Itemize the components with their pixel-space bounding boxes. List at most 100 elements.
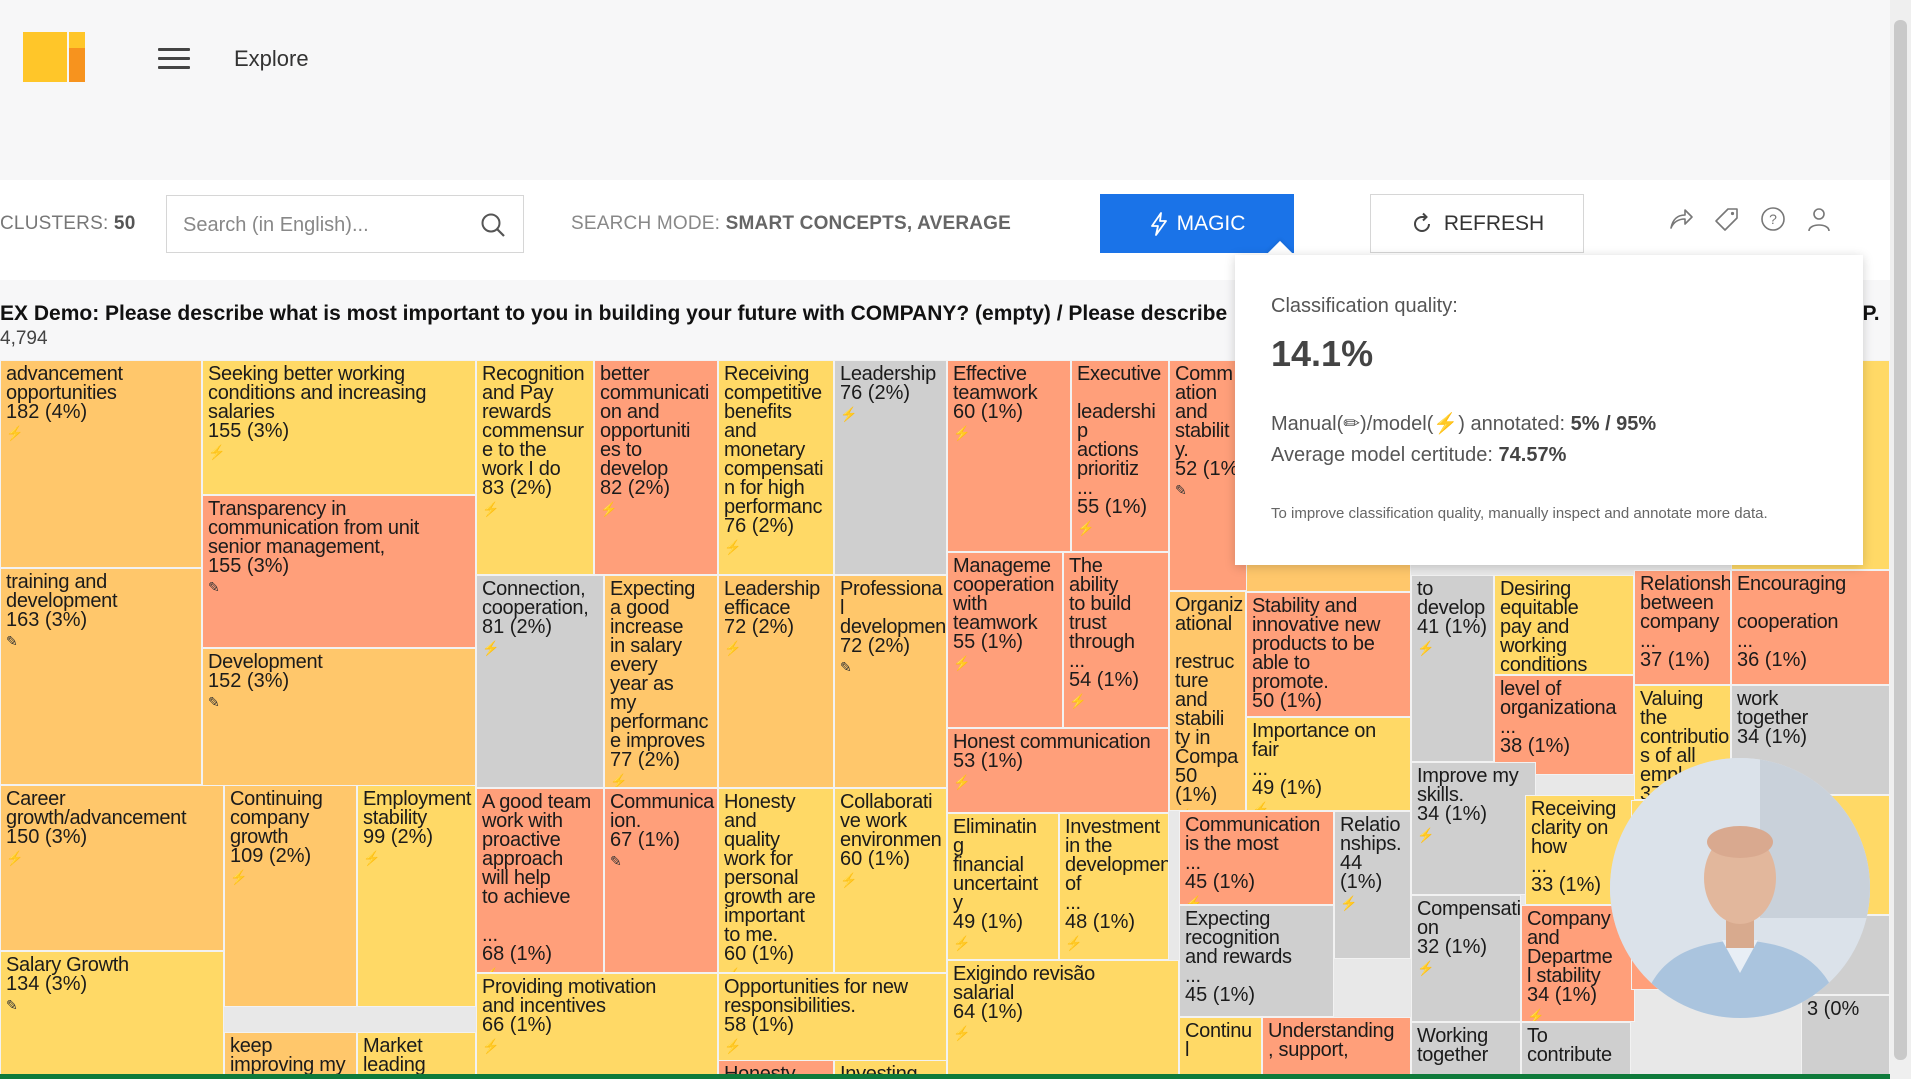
cluster-cell[interactable]: Effective teamwork 60 (1%) ⚡	[947, 360, 1071, 552]
cluster-cell[interactable]: Executive leadershi p actions prioritiz …	[1071, 360, 1169, 552]
cluster-cell[interactable]: Honest communication 53 (1%) ⚡	[947, 728, 1169, 813]
cluster-cell[interactable]: Salary Growth 134 (3%) ✎	[0, 951, 224, 1079]
cluster-cell[interactable]: training and development 163 (3%) ✎	[0, 568, 202, 785]
cluster-count: 68 (1%)	[482, 943, 553, 965]
app-logo[interactable]	[23, 32, 85, 82]
scrollbar-thumb[interactable]	[1894, 20, 1907, 1060]
cluster-label: Continu l	[1185, 1020, 1252, 1061]
cluster-cell[interactable]: Expecting a good increase in salary ever…	[604, 575, 718, 788]
lightning-icon: ⚡	[1527, 1008, 1545, 1022]
cluster-count: 155 (3%)	[208, 555, 290, 577]
magic-button[interactable]: MAGIC	[1100, 194, 1294, 253]
cluster-count: 66 (1%)	[482, 1014, 553, 1036]
cluster-count: 109 (2%)	[230, 845, 312, 867]
cluster-cell[interactable]: Receiving competitive benefits and monet…	[718, 360, 834, 575]
cluster-cell[interactable]: Providing motivation and incentives 66 (1…	[476, 973, 718, 1079]
cluster-cell[interactable]: A good team work with proactive approach…	[476, 788, 604, 973]
cluster-count: 32 (1%)	[1417, 936, 1488, 958]
cluster-label: Importance on fair ...	[1252, 720, 1376, 780]
lightning-icon: ⚡	[1065, 935, 1083, 951]
lightning-icon: ⚡	[208, 444, 226, 460]
cluster-cell[interactable]: Honesty and quality work for personal gr…	[718, 788, 834, 973]
cluster-cell[interactable]: Understanding , support,	[1262, 1017, 1411, 1079]
cluster-cell[interactable]: Compensati on 32 (1%) ⚡	[1411, 895, 1521, 1022]
cluster-cell[interactable]: Improve my skills. 34 (1%) ⚡	[1411, 762, 1536, 895]
cluster-cell[interactable]: Recognition and Pay rewards commensur e …	[476, 360, 594, 575]
cluster-cell[interactable]: Market leading	[357, 1032, 476, 1079]
cluster-cell[interactable]: Development 152 (3%) ✎	[202, 648, 476, 786]
cluster-count: 52 (1%)	[1175, 458, 1246, 480]
cluster-cell[interactable]: Exigindo revisão salarial 64 (1%) ⚡	[947, 960, 1179, 1079]
pencil-icon: ✎	[208, 579, 220, 595]
cluster-cell[interactable]: Professiona l developmen 72 (2%) ✎	[834, 575, 947, 788]
total-count: 4,794	[0, 328, 48, 349]
annotated-prefix: Manual(	[1271, 413, 1344, 435]
cluster-count: 37 (1%)	[1640, 649, 1711, 671]
cluster-cell[interactable]: level of organizationa ... 38 (1%)	[1494, 675, 1634, 775]
hamburger-menu-icon[interactable]	[158, 48, 190, 70]
lightning-icon: ⚡	[1185, 895, 1203, 905]
cluster-cell[interactable]: Communication is the most ... 45 (1%) ⚡	[1179, 811, 1334, 905]
classification-quality-popover: Classification quality: 14.1% Manual(✏)/…	[1235, 255, 1863, 565]
search-box[interactable]	[166, 195, 524, 253]
tag-icon[interactable]	[1714, 206, 1740, 232]
cluster-cell[interactable]: Eliminatin g financial uncertaint y 49 (1…	[947, 813, 1059, 960]
cluster-cell[interactable]: advancement opportunities 182 (4%) ⚡	[0, 360, 202, 568]
cluster-label: Opportunities for new responsibilities.	[724, 976, 908, 1017]
cluster-cell[interactable]: 3 (0%	[1801, 995, 1890, 1079]
annotated-mid: )/model(	[1360, 413, 1434, 435]
cluster-cell[interactable]: Leadership 76 (2%) ⚡	[834, 360, 947, 575]
cluster-label: Professiona l developmen	[840, 578, 946, 638]
bottom-border	[0, 1074, 1890, 1079]
cluster-label: Salary Growth	[6, 954, 129, 976]
cluster-cell[interactable]: Desiring equitable pay and working condi…	[1494, 575, 1634, 675]
lightning-icon: ⚡	[1417, 640, 1435, 656]
cluster-cell[interactable]: Continuing company growth 109 (2%) ⚡	[224, 785, 357, 1007]
cluster-label: Manageme cooperation with teamwork	[953, 555, 1055, 634]
cluster-label: Encouraging cooperation ...	[1737, 573, 1847, 652]
search-mode[interactable]: SEARCH MODE: SMART CONCEPTS, AVERAGE	[571, 213, 1011, 235]
cluster-label: Compensati on	[1417, 898, 1521, 939]
cluster-label: Honesty and quality work for personal gr…	[724, 791, 816, 946]
cluster-label: advancement opportunities	[6, 363, 123, 404]
cluster-cell[interactable]: To contribute	[1521, 1022, 1631, 1079]
cluster-cell[interactable]: better communicati on and opportuniti es…	[594, 360, 718, 575]
cluster-cell[interactable]: Continu l	[1179, 1017, 1262, 1079]
cluster-cell[interactable]: Encouraging cooperation ... 36 (1%)	[1731, 570, 1890, 685]
cluster-label: to develop	[1417, 578, 1485, 619]
search-icon[interactable]	[479, 211, 507, 239]
cluster-cell[interactable]: Investment in the developmen of ... 48 (1…	[1059, 813, 1169, 960]
cluster-cell[interactable]: keep improving my	[224, 1032, 357, 1079]
cluster-cell[interactable]: Manageme cooperation with teamwork 55 (1%…	[947, 552, 1063, 728]
refresh-button[interactable]: REFRESH	[1370, 194, 1584, 253]
cluster-cell[interactable]: Working together	[1411, 1022, 1521, 1079]
cluster-label: Relatio nships.	[1340, 814, 1402, 855]
cluster-label: Understanding , support,	[1268, 1020, 1395, 1061]
help-icon[interactable]: ?	[1760, 206, 1786, 232]
cluster-cell[interactable]: Transparency in communication from unit …	[202, 495, 476, 648]
cluster-label: work together	[1737, 688, 1808, 729]
cluster-cell[interactable]: Connection, cooperation, 81 (2%) ⚡	[476, 575, 604, 788]
share-icon[interactable]	[1668, 206, 1694, 232]
cluster-cell[interactable]: Seeking better working conditions and in…	[202, 360, 476, 495]
cluster-cell[interactable]: Career growth/advancement 150 (3%) ⚡	[0, 785, 224, 951]
lightning-icon: ⚡	[1417, 827, 1435, 843]
search-mode-value: SMART CONCEPTS, AVERAGE	[725, 213, 1012, 234]
vertical-scrollbar[interactable]	[1890, 0, 1911, 1079]
search-input[interactable]	[181, 210, 475, 240]
cluster-cell[interactable]: Leadership efficace 72 (2%) ⚡	[718, 575, 834, 788]
cluster-cell[interactable]: Relatio nships. 44 (1%) ⚡	[1334, 811, 1411, 959]
cluster-cell[interactable]: The ability to build trust through ... 54…	[1063, 552, 1169, 728]
cluster-cell[interactable]: Collaborati ve work environmen 60 (1%) ⚡	[834, 788, 947, 973]
cluster-cell[interactable]: Stability and innovative new products to…	[1246, 592, 1411, 717]
cluster-cell[interactable]: to develop 41 (1%) ⚡	[1411, 575, 1494, 762]
lightning-icon: ⚡	[6, 850, 24, 866]
user-icon[interactable]	[1806, 206, 1832, 232]
cluster-cell[interactable]: Importance on fair ... 49 (1%) ⚡	[1246, 717, 1411, 811]
cluster-cell[interactable]: Organiz ational restruc ture and stabili…	[1169, 591, 1246, 811]
cluster-cell[interactable]: Employment stability 99 (2%) ⚡	[357, 785, 476, 1007]
cluster-label: Employment stability	[363, 788, 472, 829]
cluster-cell[interactable]: Expecting recognition and rewards ... 45 …	[1179, 905, 1334, 1017]
cluster-cell[interactable]: Communica ion. 67 (1%) ✎	[604, 788, 718, 973]
